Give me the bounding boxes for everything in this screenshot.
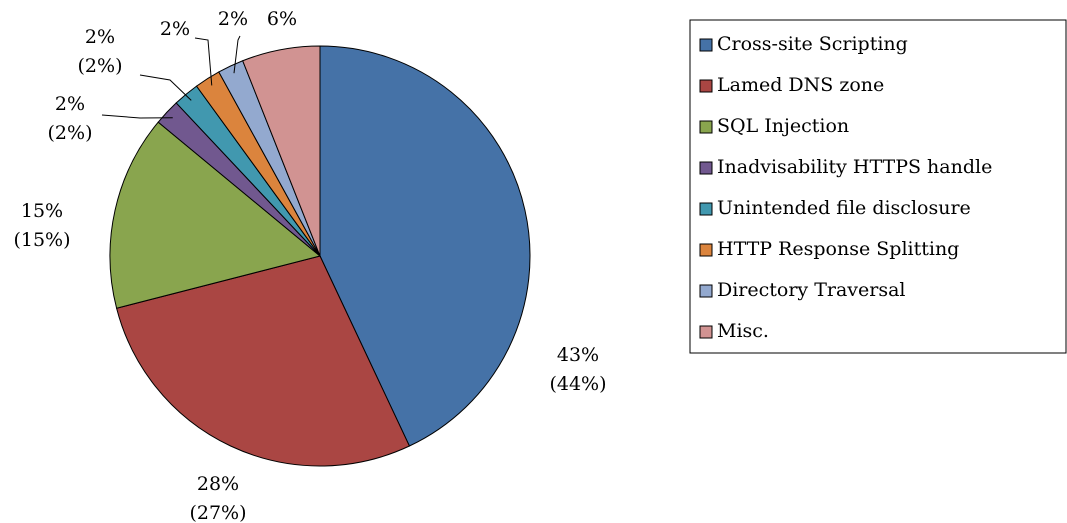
legend-label: HTTP Response Splitting bbox=[717, 238, 959, 260]
data-label-line: (44%) bbox=[549, 373, 606, 395]
legend-box bbox=[689, 19, 1067, 354]
data-label-line: (2%) bbox=[48, 122, 93, 144]
data-label-line: (27%) bbox=[189, 502, 246, 523]
pie-slice bbox=[242, 45, 321, 257]
legend-label: Directory Traversal bbox=[717, 279, 906, 301]
legend-swatch bbox=[699, 38, 713, 52]
legend-label: Cross-site Scripting bbox=[717, 33, 908, 55]
legend-label: Misc. bbox=[717, 320, 769, 342]
legend-label: Lamed DNS zone bbox=[717, 74, 884, 96]
data-label-line: 6% bbox=[267, 8, 297, 30]
leader-line bbox=[194, 37, 213, 86]
legend-swatch bbox=[699, 325, 713, 339]
legend-swatch bbox=[699, 79, 713, 93]
legend-swatch bbox=[699, 202, 713, 216]
data-label: 28% (27%) bbox=[189, 473, 246, 523]
pie-slice bbox=[115, 255, 411, 467]
data-label-line: 43% bbox=[557, 344, 599, 366]
pie-slice bbox=[109, 121, 322, 309]
legend-swatch bbox=[699, 161, 713, 175]
data-label: 15% (15%) bbox=[13, 200, 70, 251]
legend-swatch bbox=[699, 243, 713, 257]
data-label-line: 2% bbox=[160, 18, 190, 40]
pie-slice bbox=[319, 45, 531, 447]
data-label-line: 2% bbox=[55, 93, 85, 115]
legend-swatch bbox=[699, 284, 713, 298]
data-label-line: (2%) bbox=[78, 55, 123, 77]
leader-line bbox=[233, 35, 241, 74]
legend-swatch bbox=[699, 120, 713, 134]
data-label: 6% bbox=[267, 8, 297, 30]
leader-line bbox=[101, 114, 173, 119]
leader-line bbox=[139, 74, 192, 101]
data-label-line: (15%) bbox=[13, 229, 70, 251]
data-label: 2% (2%) bbox=[78, 26, 123, 77]
legend-label: Inadvisability HTTPS handle bbox=[717, 156, 992, 178]
data-label: 2% bbox=[218, 8, 248, 30]
data-label-line: 28% bbox=[197, 473, 239, 495]
data-label-line: 2% bbox=[218, 8, 248, 30]
data-label: 2% bbox=[160, 18, 190, 40]
data-label-line: 15% bbox=[21, 200, 63, 222]
legend-label: Unintended file disclosure bbox=[717, 197, 971, 219]
data-label-line: 2% bbox=[85, 26, 115, 48]
legend-label: SQL Injection bbox=[717, 115, 849, 137]
data-label: 43% (44%) bbox=[549, 344, 606, 395]
data-label: 2% (2%) bbox=[48, 93, 93, 144]
